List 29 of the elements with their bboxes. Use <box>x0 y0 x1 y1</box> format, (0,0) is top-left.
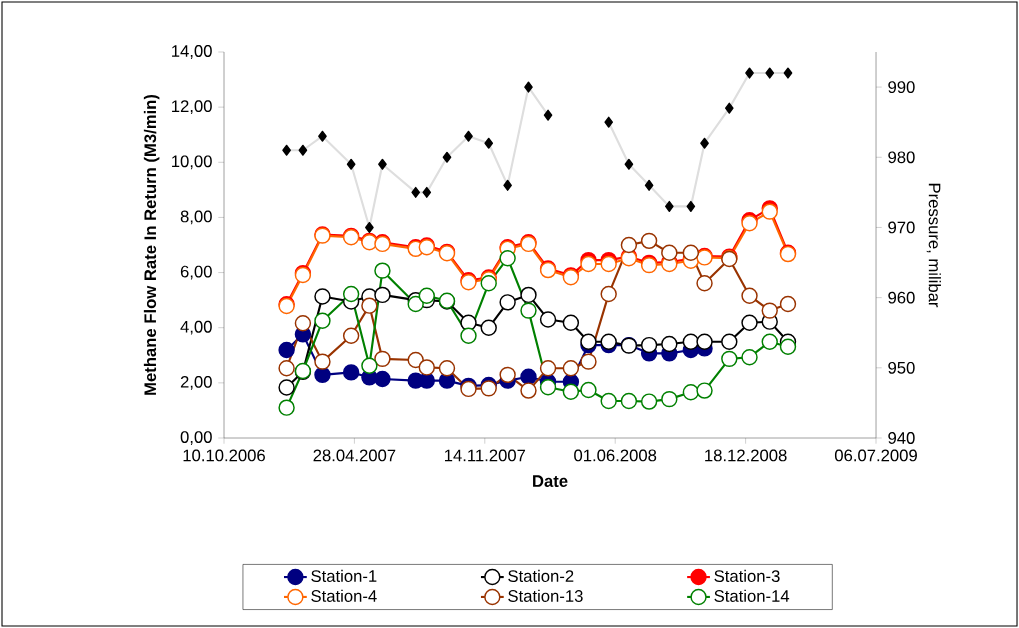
y2-axis-title: Pressure, milibar <box>926 183 941 308</box>
y2-tick-label: 950 <box>888 361 915 374</box>
y2-tick-label: 980 <box>888 151 915 164</box>
x-axis-title: Date <box>533 475 568 487</box>
x-tick-label: 28.04.2007 <box>313 449 396 462</box>
y-tick-label: 10,00 <box>172 155 212 170</box>
y-tick-label: 14,00 <box>172 45 212 59</box>
x-tick-label: 10.10.2006 <box>183 449 265 462</box>
y2-tick-label: 970 <box>888 221 915 234</box>
y2-tick-label: 940 <box>888 432 915 444</box>
x-tick-label: 18.12.2008 <box>705 449 787 462</box>
legend-label: Station-13 <box>508 589 583 602</box>
legend-label: Station-2 <box>508 569 574 582</box>
x-tick-label: 14.11.2007 <box>445 449 526 462</box>
legend-label: Station-4 <box>311 589 377 602</box>
y2-tick-label: 960 <box>888 291 915 304</box>
y-tick-label: 12,00 <box>172 100 212 115</box>
x-tick-label: 01.06.2008 <box>574 449 657 462</box>
legend-label: Station-1 <box>311 569 377 582</box>
y-tick-label: 2,00 <box>180 375 212 390</box>
y-tick-label: 4,00 <box>180 320 212 335</box>
y2-tick-label: 990 <box>888 81 915 93</box>
y-tick-label: 6,00 <box>180 265 212 280</box>
legend-label: Station-14 <box>714 589 790 602</box>
legend-label: Station-3 <box>714 569 780 582</box>
y-tick-label: 0,00 <box>180 431 212 445</box>
x-tick-label: 06.07.2009 <box>834 449 917 462</box>
y-tick-label: 8,00 <box>180 210 212 225</box>
y-axis-title: Methane Flow Rate In Return (M3/min) <box>143 94 160 395</box>
